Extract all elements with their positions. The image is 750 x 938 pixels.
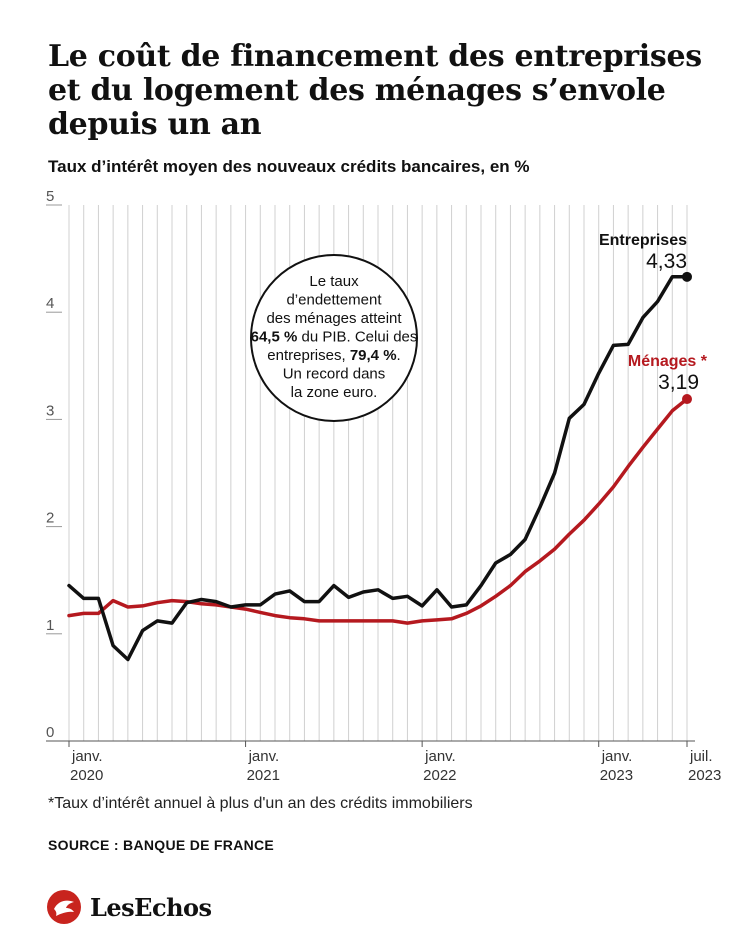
series-end-dot — [682, 394, 692, 405]
annotation-text: Un record dans — [283, 366, 386, 383]
y-tick-label: 3 — [46, 402, 54, 419]
annotation-bold-value: 64,5 % — [251, 329, 298, 346]
x-tick-label: 2023 — [688, 767, 721, 784]
brand-name: LesEchos — [90, 892, 212, 922]
y-tick-label: 0 — [46, 724, 54, 741]
brand-logo: LesEchos — [46, 887, 212, 927]
series-line-entreprises — [67, 275, 689, 662]
grid — [68, 205, 688, 741]
y-tick-label: 5 — [46, 188, 54, 205]
x-tick-label: 2021 — [247, 767, 280, 784]
annotation-line: Le taux — [309, 273, 359, 290]
annotation-text: entreprises, — [267, 347, 350, 364]
annotation-text: Le taux — [309, 273, 359, 290]
annotation-text: du PIB. Celui des — [297, 329, 417, 346]
annotation-line: 64,5 % du PIB. Celui des — [251, 329, 418, 346]
chart-title: Le coût de financement des entreprises e… — [48, 39, 702, 142]
annotation-circle — [250, 254, 418, 422]
y-tick-label: 2 — [46, 510, 54, 527]
series-group — [67, 271, 692, 662]
annotation-line: d’endettement — [286, 292, 382, 309]
annotation-line: Un record dans — [283, 366, 386, 383]
x-tick-label: janv. — [424, 748, 456, 765]
annotation-line: la zone euro. — [291, 384, 378, 401]
x-tick-label: janv. — [248, 748, 280, 765]
annotation-text: des ménages atteint — [266, 310, 402, 327]
annotation-bold-value: 79,4 % — [350, 347, 397, 364]
annotation-text: la zone euro. — [291, 384, 378, 401]
les-echos-logo-icon — [47, 890, 81, 924]
series-end-value: 3,19 — [658, 371, 699, 394]
axes: 0 1 2 3 4 5 janv. 2020 janv. 2021 janv. 2022 janv. 20… — [46, 188, 721, 784]
x-tick-label: 2022 — [423, 767, 456, 784]
series-name-label: Ménages * — [628, 353, 708, 370]
x-tick-label: janv. — [601, 748, 633, 765]
footnote: *Taux d’intérêt annuel à plus d'un an de… — [48, 795, 473, 812]
x-tick-label: 2020 — [70, 767, 103, 784]
annotation-text: . — [397, 347, 401, 364]
annotation-line: des ménages atteint — [266, 310, 402, 327]
line-chart: 0 1 2 3 4 5 janv. 2020 janv. 2021 janv. 2022 janv. 20… — [46, 188, 721, 784]
x-tick-label: juil. — [689, 748, 713, 765]
series-end-value: 4,33 — [646, 250, 687, 273]
source-credit: SOURCE : BANQUE DE FRANCE — [48, 837, 275, 853]
series-end-dot — [682, 271, 692, 282]
x-tick-label: 2023 — [600, 767, 633, 784]
series-name-label: Entreprises — [599, 232, 687, 249]
y-tick-label: 4 — [46, 295, 54, 312]
y-tick-label: 1 — [46, 617, 54, 634]
annotation-text: d’endettement — [286, 292, 382, 309]
chart-subtitle: Taux d’intérêt moyen des nouveaux crédit… — [48, 157, 530, 176]
series-line-menages — [67, 397, 689, 625]
x-tick-label: janv. — [71, 748, 103, 765]
annotation-line: entreprises, 79,4 %. — [267, 347, 400, 364]
